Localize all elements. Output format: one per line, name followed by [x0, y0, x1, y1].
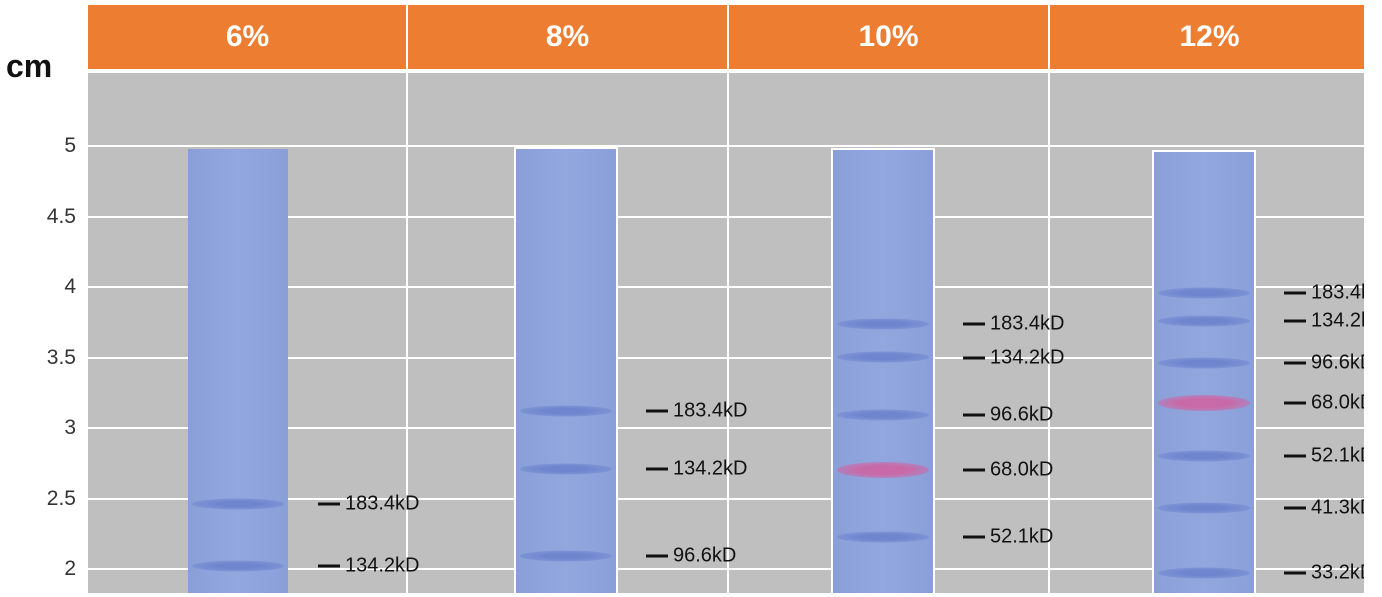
- protein-band: [1158, 450, 1250, 462]
- protein-band: [1158, 315, 1250, 327]
- band-label: 183.4kD: [990, 312, 1065, 335]
- y-tick-label: 3: [64, 416, 76, 439]
- marker-dash: [963, 535, 985, 539]
- band-label: 96.6kD: [990, 403, 1054, 426]
- column-divider: [406, 73, 408, 593]
- gridline: [88, 145, 1364, 147]
- marker-dash: [1284, 454, 1306, 458]
- band-marker: 96.6kD: [963, 404, 1053, 427]
- band-label: 68.0kD: [990, 458, 1054, 481]
- band-label: 183.4kD: [1311, 281, 1364, 304]
- protein-band: [1158, 502, 1250, 514]
- gel-percent-label: 10%: [858, 20, 919, 53]
- marker-dash: [963, 468, 985, 472]
- protein-band: [192, 498, 284, 510]
- marker-dash: [963, 356, 985, 359]
- gridline: [88, 215, 1364, 218]
- gel-lane: [516, 148, 616, 593]
- y-tick-label: 2.5: [46, 486, 76, 510]
- y-tick-label: 5: [64, 134, 76, 157]
- band-marker: 52.1kD: [1284, 445, 1364, 468]
- y-tick-label: 4.5: [46, 204, 76, 228]
- marker-dash: [1284, 401, 1306, 405]
- band-marker: 96.6kD: [646, 545, 736, 568]
- header-divider: [406, 5, 408, 69]
- band-label: 134.2kD: [673, 457, 748, 480]
- protein-band: [520, 550, 612, 562]
- band-marker: 134.2kD: [646, 457, 748, 480]
- band-label: 183.4kD: [345, 492, 420, 515]
- band-marker: 41.3kD: [1284, 497, 1364, 520]
- gel-lane: [833, 150, 933, 593]
- marker-dash: [963, 322, 985, 326]
- gel-lane: [188, 148, 288, 593]
- marker-dash: [646, 554, 668, 558]
- band-label: 96.6kD: [1311, 351, 1364, 374]
- band-marker: 134.2kD: [963, 346, 1065, 369]
- marker-dash: [1284, 571, 1306, 575]
- column-divider: [727, 73, 729, 593]
- protein-band: [1158, 567, 1250, 579]
- gridline: [88, 427, 1364, 429]
- gel-percent-label: 6%: [225, 20, 270, 53]
- gridline: [88, 286, 1364, 288]
- gridline: [88, 568, 1364, 570]
- band-marker: 183.4kD: [1284, 281, 1364, 304]
- marker-dash: [318, 564, 340, 568]
- gel-percent-label: 12%: [1179, 20, 1240, 53]
- band-marker: 183.4kD: [963, 312, 1065, 335]
- marker-dash: [318, 502, 340, 506]
- column-divider: [1048, 73, 1050, 593]
- header-band: 6% 8% 10% 12%: [88, 5, 1364, 69]
- protein-band: [192, 560, 284, 572]
- band-label: 183.4kD: [673, 399, 748, 422]
- marker-dash: [646, 409, 668, 413]
- gridline: [88, 356, 1364, 359]
- band-label: 68.0kD: [1311, 391, 1364, 414]
- y-tick-label: 3.5: [46, 345, 76, 369]
- gridline: [88, 497, 1364, 500]
- y-tick-label: 4: [64, 275, 76, 298]
- protein-band: [837, 318, 929, 330]
- band-marker: 33.2kD: [1284, 562, 1364, 585]
- band-marker: 68.0kD: [963, 459, 1053, 482]
- band-label: 52.1kD: [990, 525, 1054, 548]
- band-label: 96.6kD: [673, 544, 737, 567]
- protein-band: [837, 462, 929, 479]
- band-label: 134.2kD: [990, 346, 1065, 368]
- band-label: 134.2kD: [1311, 309, 1364, 332]
- marker-dash: [1284, 319, 1306, 323]
- protein-band: [520, 405, 612, 417]
- band-marker: 52.1kD: [963, 525, 1053, 548]
- protein-band: [520, 463, 612, 475]
- header-divider: [727, 5, 729, 69]
- band-label: 33.2kD: [1311, 561, 1364, 584]
- band-label: 41.3kD: [1311, 496, 1364, 519]
- y-tick-label: 2: [64, 557, 76, 580]
- band-marker: 134.2kD: [1284, 309, 1364, 332]
- marker-dash: [646, 467, 668, 471]
- band-marker: 183.4kD: [318, 493, 420, 516]
- band-label: 52.1kD: [1311, 444, 1364, 467]
- marker-dash: [1284, 291, 1306, 295]
- marker-dash: [1284, 361, 1306, 365]
- protein-band: [1158, 394, 1250, 411]
- band-label: 134.2kD: [345, 554, 420, 577]
- y-axis-unit-label: cm: [6, 48, 53, 84]
- protein-band: [837, 531, 929, 543]
- protein-band: [1158, 287, 1250, 299]
- gel-plot-area: 183.4kD 134.2kD 183.4kD 134.2kD 96.6kD 183.4k…: [88, 73, 1364, 593]
- band-marker: 96.6kD: [1284, 352, 1364, 375]
- band-marker: 134.2kD: [318, 555, 420, 578]
- gel-percent-label: 8%: [545, 20, 590, 53]
- marker-dash: [963, 413, 985, 417]
- marker-dash: [1284, 506, 1306, 510]
- header-divider: [1048, 5, 1050, 69]
- protein-band: [837, 351, 929, 363]
- gel-lane: [1154, 151, 1254, 593]
- band-marker: 68.0kD: [1284, 391, 1364, 414]
- protein-band: [837, 409, 929, 421]
- protein-band: [1158, 357, 1250, 369]
- band-marker: 183.4kD: [646, 400, 748, 423]
